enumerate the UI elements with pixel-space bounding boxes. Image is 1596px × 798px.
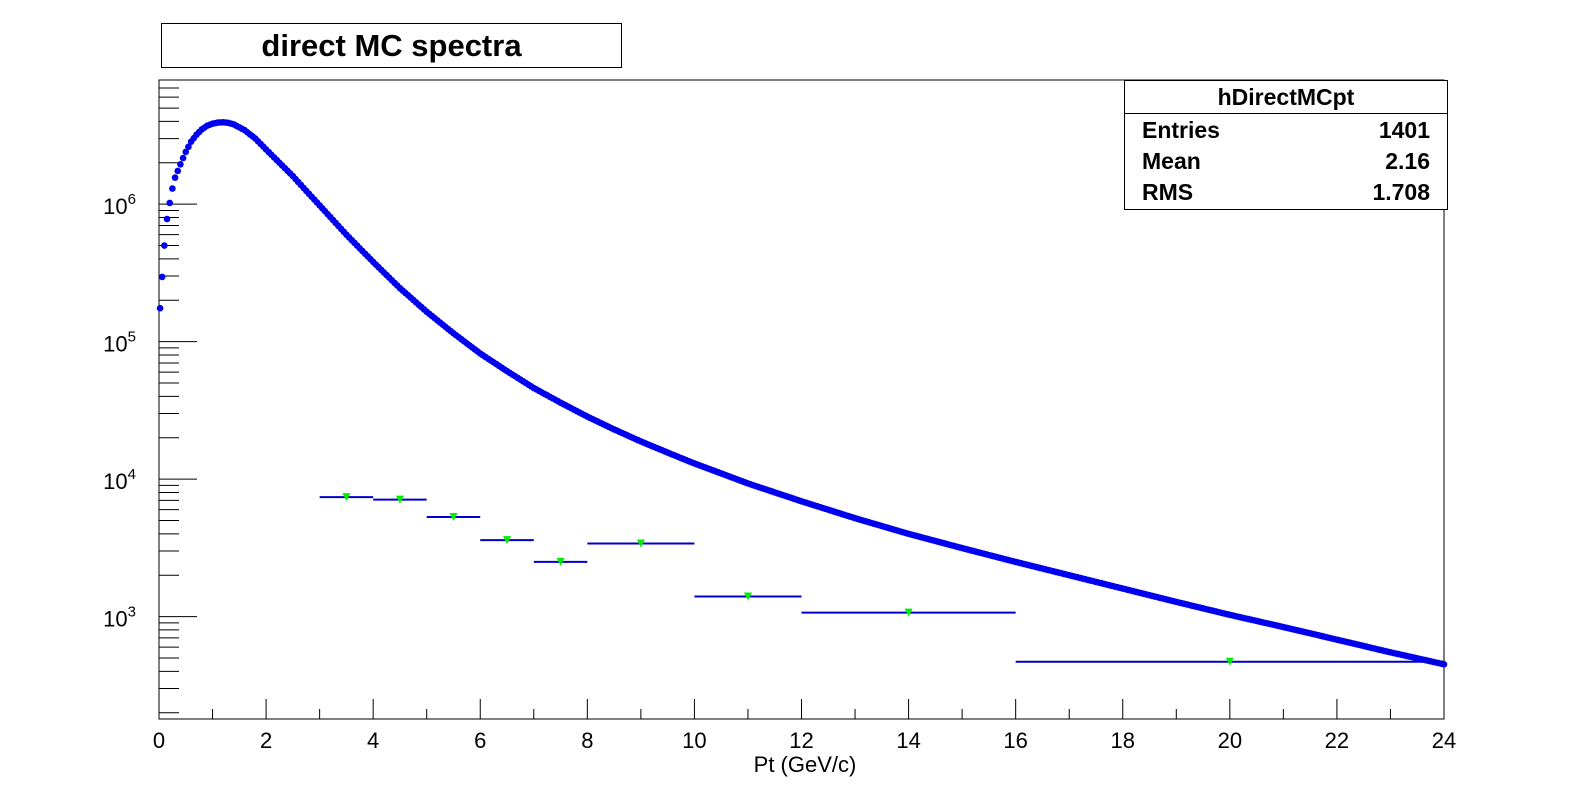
- x-tick-label: 20: [1218, 728, 1242, 753]
- x-tick-label: 14: [896, 728, 920, 753]
- data-point: [156, 304, 164, 312]
- stats-name: hDirectMCpt: [1125, 81, 1447, 114]
- stats-value: 2.16: [1385, 148, 1430, 174]
- data-point: [161, 242, 168, 249]
- stats-label: Mean: [1142, 148, 1201, 174]
- bin-marker: [1225, 657, 1234, 666]
- y-tick-label: 104: [103, 466, 136, 494]
- data-point: [182, 148, 190, 156]
- stats-label: Entries: [1142, 117, 1220, 143]
- stats-value: 1401: [1378, 117, 1430, 143]
- x-axis-label: Pt (GeV/c): [753, 752, 857, 777]
- bin-marker: [342, 493, 351, 502]
- x-tick-label: 18: [1111, 728, 1135, 753]
- bin-marker: [556, 557, 565, 566]
- bin-marker: [743, 592, 752, 601]
- data-point: [171, 174, 179, 181]
- y-tick-label: 105: [103, 329, 136, 357]
- x-tick-label: 0: [153, 728, 165, 753]
- x-tick-label: 22: [1325, 728, 1349, 753]
- data-point: [169, 185, 176, 192]
- x-tick-label: 12: [789, 728, 813, 753]
- bin-marker: [636, 539, 645, 548]
- y-tick-label: 106: [103, 191, 136, 219]
- data-point: [158, 273, 166, 281]
- x-tick-label: 4: [367, 728, 379, 753]
- bin-marker: [449, 513, 458, 522]
- stats-row-entries: Entries 1401: [1125, 114, 1447, 145]
- x-tick-label: 16: [1003, 728, 1027, 753]
- stats-row-rms: RMS 1.708: [1125, 176, 1447, 207]
- bin-marker: [904, 608, 913, 617]
- data-point: [166, 199, 174, 207]
- x-tick-label: 2: [260, 728, 272, 753]
- data-point: [185, 143, 192, 151]
- stats-row-mean: Mean 2.16: [1125, 145, 1447, 176]
- chart-title: direct MC spectra: [161, 23, 622, 68]
- bin-marker: [395, 495, 404, 504]
- y-tick-label: 103: [103, 604, 136, 632]
- data-point: [179, 154, 187, 162]
- x-tick-label: 6: [474, 728, 486, 753]
- x-tick-label: 10: [682, 728, 706, 753]
- stats-label: RMS: [1142, 179, 1194, 205]
- bin-marker: [503, 536, 512, 545]
- data-point: [174, 167, 182, 175]
- stats-box: hDirectMCpt Entries 1401 Mean 2.16 RMS 1…: [1124, 80, 1448, 210]
- data-point: [177, 160, 184, 168]
- data-point: [163, 215, 171, 223]
- x-tick-label: 24: [1432, 728, 1456, 753]
- stats-value: 1.708: [1372, 179, 1430, 205]
- x-tick-label: 8: [581, 728, 593, 753]
